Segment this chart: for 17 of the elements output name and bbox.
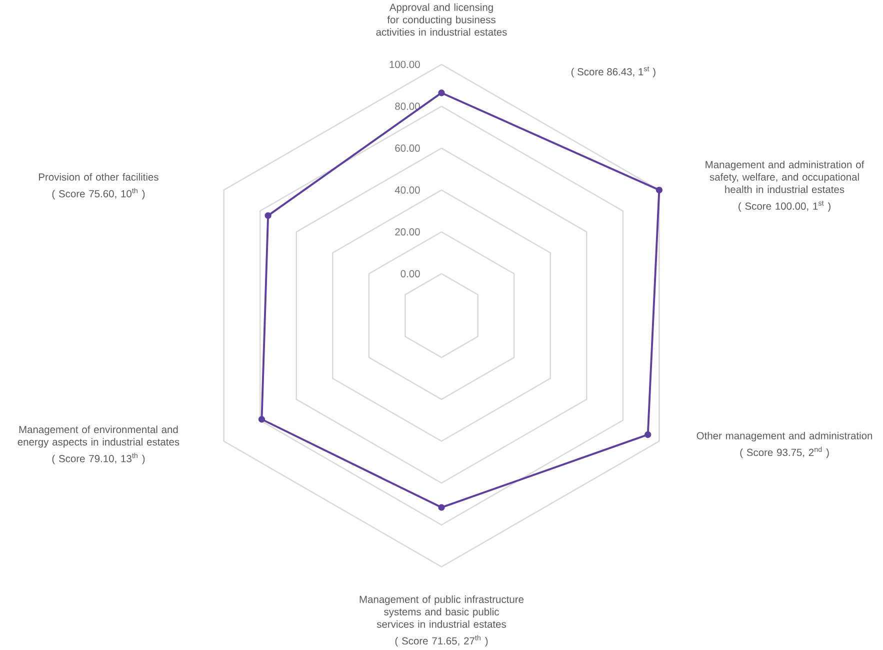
spoke-label: Other management and administration [696, 432, 872, 442]
text: ( Score 100.00, 1$^{st}$ ) [738, 200, 830, 212]
text: ( Score 75.60, 10$^{th}$ ) [52, 188, 145, 200]
y-tick-label: 60.00 [395, 144, 420, 152]
y-tick-label: 40.00 [394, 186, 420, 194]
text: ( Score 71.65, 27$^{th}$ ) [395, 635, 488, 647]
spoke-label: Management of public infrastructure systems and basic public services in industrial estates [360, 596, 524, 628]
text: ( Score 93.75, 2$^{nd}$ ) [740, 446, 829, 458]
text: ( Score 79.10, 13$^{th}$ ) [52, 452, 145, 464]
spoke-label: Management and administration of safety, welfare, and occupational health in industrial estates [706, 160, 864, 194]
spoke-label: Provision of other facilities [39, 173, 158, 181]
y-tick-label: 0.00 [400, 270, 420, 278]
spoke-label: Management of environmental and energy aspects in industrial estates [18, 426, 180, 448]
spoke-label: Approval and licensing for conducting business activities in industrial estates [376, 3, 507, 36]
y-tick-label: 20.00 [395, 228, 420, 236]
text: ( Score 86.43, 1$^{st}$ ) [571, 66, 656, 78]
y-tick-label: 100.00 [390, 60, 420, 68]
